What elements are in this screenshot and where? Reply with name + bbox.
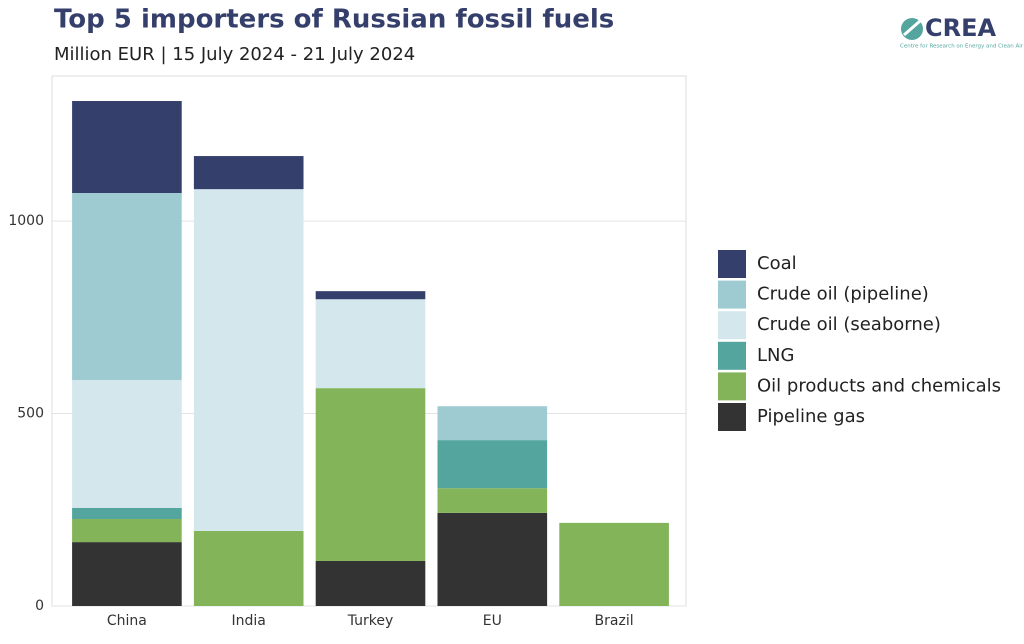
legend-label: Crude oil (pipeline) bbox=[757, 284, 929, 305]
logo-name: CREA bbox=[925, 14, 996, 42]
logo-icon-stroke bbox=[903, 19, 921, 37]
bar-segment bbox=[437, 406, 548, 441]
x-tick-label: Brazil bbox=[595, 613, 634, 629]
legend-label: Coal bbox=[757, 253, 797, 274]
legend-label: Pipeline gas bbox=[757, 406, 865, 427]
legend-label: Oil products and chemicals bbox=[757, 375, 1001, 396]
x-tick-label: EU bbox=[483, 613, 502, 629]
legend-swatch bbox=[718, 341, 746, 370]
bar-segment bbox=[72, 193, 182, 381]
bar-segment bbox=[72, 380, 182, 508]
y-tick-label: 1000 bbox=[8, 213, 44, 229]
bar-segment bbox=[437, 512, 548, 606]
bar-segment bbox=[437, 440, 548, 489]
legend-label: Crude oil (seaborne) bbox=[757, 314, 941, 335]
logo: CREA Centre for Research on Energy and C… bbox=[900, 14, 1024, 50]
bar-segment bbox=[72, 519, 182, 543]
bar-segment bbox=[315, 560, 426, 606]
bar-segment bbox=[559, 522, 669, 606]
bar-segment bbox=[315, 291, 426, 300]
bar-segment bbox=[193, 189, 304, 531]
y-tick-label: 0 bbox=[35, 598, 44, 614]
x-tick-label: China bbox=[107, 613, 147, 629]
bar-segment bbox=[193, 530, 304, 606]
bar-segment bbox=[72, 507, 182, 520]
bar-segment bbox=[315, 388, 426, 561]
logo-tagline: Centre for Research on Energy and Clean … bbox=[900, 44, 1024, 50]
x-tick-label: Turkey bbox=[347, 613, 394, 629]
chart-subtitle: Million EUR | 15 July 2024 - 21 July 202… bbox=[54, 44, 415, 65]
legend-swatch bbox=[718, 372, 746, 401]
legend-swatch bbox=[718, 250, 746, 278]
bar-segment bbox=[193, 156, 304, 190]
legend-label: LNG bbox=[757, 345, 794, 366]
legend-swatch bbox=[718, 403, 746, 431]
legend-swatch bbox=[718, 311, 746, 340]
x-tick-label: India bbox=[232, 613, 266, 629]
legend-swatch bbox=[718, 280, 746, 309]
bar-segment bbox=[72, 542, 182, 606]
bar-segment bbox=[315, 299, 426, 389]
bar-segment bbox=[72, 101, 182, 194]
bar-segment bbox=[437, 488, 548, 513]
chart-title: Top 5 importers of Russian fossil fuels bbox=[54, 5, 614, 35]
y-tick-label: 500 bbox=[17, 406, 44, 422]
